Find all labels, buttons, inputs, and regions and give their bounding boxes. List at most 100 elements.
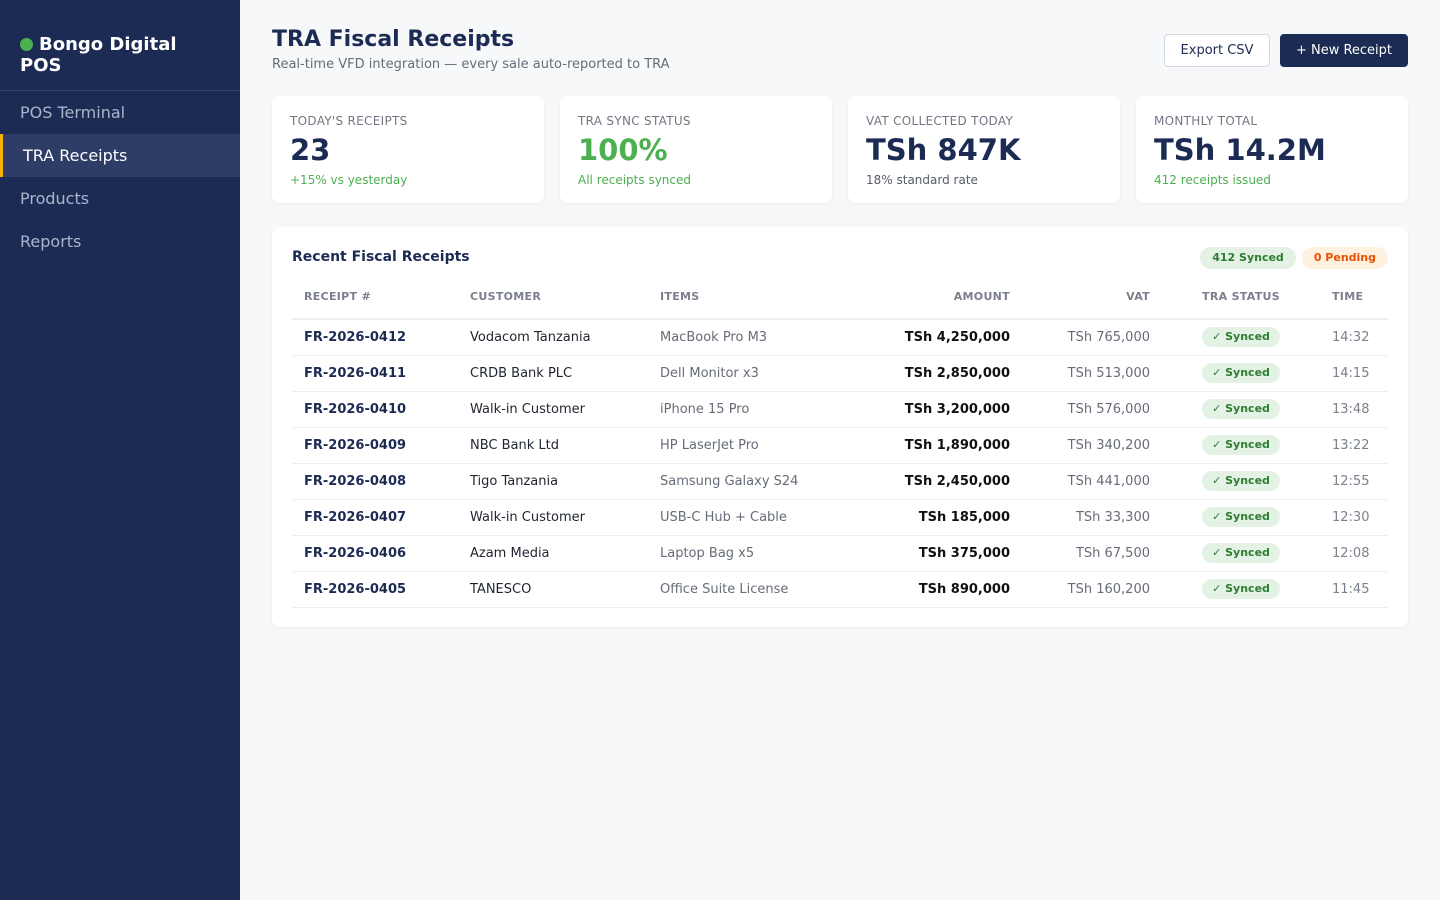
amount-value: TSh 2,850,000 — [838, 355, 1022, 392]
vat-value: TSh 67,500 — [1022, 535, 1162, 572]
status-badge: ✓ Synced — [1202, 363, 1280, 383]
table-row[interactable]: FR-2026-0410 Walk-in Customer iPhone 15 … — [292, 391, 1388, 428]
stat-card-label: VAT COLLECTED TODAY — [866, 114, 1014, 128]
stat-card-note: All receipts synced — [578, 173, 692, 187]
customer-name: Azam Media — [458, 535, 648, 572]
receipt-id[interactable]: FR-2026-0405 — [292, 571, 458, 608]
time-value: 12:30 — [1320, 499, 1388, 536]
vat-value: TSh 33,300 — [1022, 499, 1162, 536]
status-badge: ✓ Synced — [1202, 399, 1280, 419]
receipt-id[interactable]: FR-2026-0407 — [292, 499, 458, 536]
stat-card-vat-collected: VAT COLLECTED TODAY TSh 847K 18% standar… — [848, 96, 1120, 203]
column-header-tra-status[interactable]: TRA STATUS — [1162, 290, 1320, 320]
table-row[interactable]: FR-2026-0408 Tigo Tanzania Samsung Galax… — [292, 463, 1388, 500]
stat-cards: TODAY'S RECEIPTS 23 +15% vs yesterday TR… — [272, 96, 1408, 203]
table-row[interactable]: FR-2026-0405 TANESCO Office Suite Licens… — [292, 571, 1388, 608]
export-csv-button[interactable]: Export CSV — [1164, 34, 1270, 67]
main-content: TRA Fiscal Receipts Real-time VFD integr… — [240, 0, 1440, 900]
status-badge: ✓ Synced — [1202, 507, 1280, 527]
amount-value: TSh 890,000 — [838, 571, 1022, 608]
table-row[interactable]: FR-2026-0407 Walk-in Customer USB-C Hub … — [292, 499, 1388, 536]
recent-receipts-panel: Recent Fiscal Receipts 412 Synced 0 Pend… — [272, 227, 1408, 627]
column-header-vat[interactable]: VAT — [1022, 290, 1162, 320]
brand: Bongo Digital POS — [0, 0, 240, 91]
vat-value: TSh 160,200 — [1022, 571, 1162, 608]
items-text: Dell Monitor x3 — [648, 355, 838, 392]
amount-value: TSh 1,890,000 — [838, 427, 1022, 464]
items-text: Office Suite License — [648, 571, 838, 608]
receipt-id[interactable]: FR-2026-0408 — [292, 463, 458, 500]
items-text: Laptop Bag x5 — [648, 535, 838, 572]
stat-card-label: MONTHLY TOTAL — [1154, 114, 1258, 128]
receipt-id[interactable]: FR-2026-0412 — [292, 319, 458, 356]
stat-card-value: TSh 847K — [866, 133, 1021, 167]
sidebar-item-tra-receipts[interactable]: TRA Receipts — [0, 134, 240, 177]
stat-card-value: 23 — [290, 133, 331, 167]
customer-name: CRDB Bank PLC — [458, 355, 648, 392]
amount-value: TSh 3,200,000 — [838, 391, 1022, 428]
status-badge: ✓ Synced — [1202, 579, 1280, 599]
panel-header: Recent Fiscal Receipts 412 Synced 0 Pend… — [292, 247, 1388, 269]
table-row[interactable]: FR-2026-0411 CRDB Bank PLC Dell Monitor … — [292, 355, 1388, 392]
table-header: RECEIPT # CUSTOMER ITEMS AMOUNT VAT TRA … — [292, 290, 1388, 320]
amount-value: TSh 4,250,000 — [838, 319, 1022, 356]
table-row[interactable]: FR-2026-0412 Vodacom Tanzania MacBook Pr… — [292, 319, 1388, 356]
stat-card-monthly-total: MONTHLY TOTAL TSh 14.2M 412 receipts iss… — [1136, 96, 1408, 203]
receipt-id[interactable]: FR-2026-0411 — [292, 355, 458, 392]
items-text: HP LaserJet Pro — [648, 427, 838, 464]
brand-name: Bongo Digital POS — [20, 34, 177, 76]
customer-name: Walk-in Customer — [458, 391, 648, 428]
receipt-id[interactable]: FR-2026-0410 — [292, 391, 458, 428]
column-header-items[interactable]: ITEMS — [648, 290, 838, 320]
amount-value: TSh 2,450,000 — [838, 463, 1022, 500]
table-row[interactable]: FR-2026-0409 NBC Bank Ltd HP LaserJet Pr… — [292, 427, 1388, 464]
vat-value: TSh 576,000 — [1022, 391, 1162, 428]
customer-name: Walk-in Customer — [458, 499, 648, 536]
receipt-id[interactable]: FR-2026-0409 — [292, 427, 458, 464]
amount-value: TSh 185,000 — [838, 499, 1022, 536]
column-header-amount[interactable]: AMOUNT — [838, 290, 1022, 320]
sidebar-item-pos-terminal[interactable]: POS Terminal — [20, 103, 126, 122]
column-header-receipt[interactable]: RECEIPT # — [292, 290, 458, 320]
status-badge: ✓ Synced — [1202, 327, 1280, 348]
customer-name: TANESCO — [458, 571, 648, 608]
panel-title: Recent Fiscal Receipts — [292, 249, 470, 265]
time-value: 12:08 — [1320, 535, 1388, 572]
status-badge: ✓ Synced — [1202, 471, 1280, 491]
items-text: Samsung Galaxy S24 — [648, 463, 838, 500]
synced-count-badge: 412 Synced — [1200, 247, 1296, 269]
stat-card-note: 412 receipts issued — [1154, 173, 1271, 187]
stat-card-value: 100% — [578, 133, 668, 167]
sidebar-nav: POS Terminal TRA Receipts Products Repor… — [0, 91, 240, 263]
table-row[interactable]: FR-2026-0406 Azam Media Laptop Bag x5 TS… — [292, 535, 1388, 572]
stat-card-tra-sync-status: TRA SYNC STATUS 100% All receipts synced — [560, 96, 832, 203]
stat-card-label: TODAY'S RECEIPTS — [290, 114, 408, 128]
column-header-time[interactable]: TIME — [1320, 290, 1388, 320]
new-receipt-button[interactable]: + New Receipt — [1280, 34, 1408, 67]
stat-card-label: TRA SYNC STATUS — [578, 114, 691, 128]
customer-name: NBC Bank Ltd — [458, 427, 648, 464]
items-text: MacBook Pro M3 — [648, 319, 838, 356]
vat-value: TSh 340,200 — [1022, 427, 1162, 464]
vat-value: TSh 513,000 — [1022, 355, 1162, 392]
page-title: TRA Fiscal Receipts — [272, 27, 515, 52]
time-value: 13:22 — [1320, 427, 1388, 464]
status-badge: ✓ Synced — [1202, 435, 1280, 455]
pending-count-badge: 0 Pending — [1301, 247, 1388, 269]
table-header-row: RECEIPT # CUSTOMER ITEMS AMOUNT VAT TRA … — [292, 290, 1388, 320]
receipt-id[interactable]: FR-2026-0406 — [292, 535, 458, 572]
time-value: 14:15 — [1320, 355, 1388, 392]
amount-value: TSh 375,000 — [838, 535, 1022, 572]
time-value: 14:32 — [1320, 319, 1388, 356]
vat-value: TSh 765,000 — [1022, 319, 1162, 356]
status-pills: 412 Synced 0 Pending — [1200, 247, 1388, 269]
stat-card-value: TSh 14.2M — [1154, 133, 1326, 167]
customer-name: Tigo Tanzania — [458, 463, 648, 500]
page-subtitle: Real-time VFD integration — every sale a… — [272, 57, 670, 72]
column-header-customer[interactable]: CUSTOMER — [458, 290, 648, 320]
sidebar-item-reports[interactable]: Reports — [20, 232, 82, 251]
status-badge: ✓ Synced — [1202, 543, 1280, 563]
time-value: 12:55 — [1320, 463, 1388, 500]
sidebar: Bongo Digital POS POS Terminal TRA Recei… — [0, 0, 240, 900]
sidebar-item-products[interactable]: Products — [20, 189, 90, 208]
